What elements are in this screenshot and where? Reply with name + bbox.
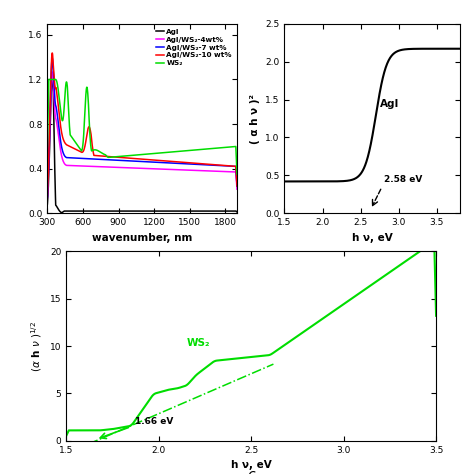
Text: WS₂: WS₂ <box>186 338 210 348</box>
WS₂ <box>155 150 161 156</box>
Line: AgI/WS₂-7 wt%: AgI/WS₂-7 wt% <box>47 58 237 197</box>
Text: 1.66 eV: 1.66 eV <box>135 417 173 426</box>
AgI <box>155 208 161 214</box>
AgI <box>208 208 214 214</box>
Line: AgI/WS₂-10 wt%: AgI/WS₂-10 wt% <box>47 53 237 195</box>
AgI/WS₂-10 wt% <box>56 112 62 118</box>
X-axis label: h ν, eV: h ν, eV <box>352 233 392 243</box>
AgI/WS₂-7 wt% <box>49 55 55 61</box>
AgI/WS₂-7 wt% <box>56 128 62 134</box>
AgI <box>189 208 194 214</box>
Y-axis label: ( α h ν )²: ( α h ν )² <box>250 93 260 144</box>
Text: 2.58 eV: 2.58 eV <box>383 175 422 184</box>
AgI <box>59 210 64 216</box>
AgI/WS₂-10 wt% <box>155 157 161 163</box>
Line: AgI/WS₂-4wt%: AgI/WS₂-4wt% <box>47 72 237 198</box>
Line: WS₂: WS₂ <box>47 80 237 174</box>
AgI <box>234 209 240 215</box>
WS₂ <box>165 149 171 155</box>
AgI/WS₂-4wt% <box>56 139 62 145</box>
Legend: AgI, AgI/WS₂-4wt%, AgI/WS₂-7 wt%, AgI/WS₂-10 wt%, WS₂: AgI, AgI/WS₂-4wt%, AgI/WS₂-7 wt%, AgI/WS… <box>154 27 233 68</box>
AgI/WS₂-7 wt% <box>155 159 161 165</box>
AgI/WS₂-4wt% <box>45 195 50 201</box>
Text: b: b <box>368 252 376 265</box>
AgI/WS₂-4wt% <box>155 166 161 172</box>
AgI/WS₂-7 wt% <box>189 161 194 167</box>
AgI/WS₂-10 wt% <box>234 183 240 189</box>
AgI/WS₂-4wt% <box>160 166 165 172</box>
AgI/WS₂-7 wt% <box>165 160 171 166</box>
WS₂ <box>160 150 165 155</box>
AgI/WS₂-10 wt% <box>165 158 171 164</box>
AgI <box>45 201 50 207</box>
AgI/WS₂-10 wt% <box>45 192 50 198</box>
X-axis label: wavenumber, nm: wavenumber, nm <box>92 233 192 243</box>
Text: c: c <box>247 468 255 474</box>
AgI/WS₂-4wt% <box>208 168 214 174</box>
AgI/WS₂-10 wt% <box>160 158 165 164</box>
WS₂ <box>208 146 214 152</box>
AgI/WS₂-7 wt% <box>234 183 240 189</box>
AgI/WS₂-10 wt% <box>208 162 214 167</box>
AgI <box>56 208 62 213</box>
WS₂ <box>189 147 194 153</box>
Line: AgI: AgI <box>47 78 237 213</box>
AgI <box>166 208 172 214</box>
AgI/WS₂-4wt% <box>234 186 240 192</box>
WS₂ <box>46 77 52 82</box>
Y-axis label: $(\alpha\ \mathbf{h}\ \nu\ )^{1/2}$: $(\alpha\ \mathbf{h}\ \nu\ )^{1/2}$ <box>30 320 45 372</box>
AgI/WS₂-7 wt% <box>208 162 214 168</box>
AgI/WS₂-4wt% <box>165 166 171 172</box>
AgI/WS₂-4wt% <box>49 69 55 75</box>
X-axis label: h ν, eV: h ν, eV <box>231 460 272 470</box>
Text: AgI: AgI <box>380 99 399 109</box>
AgI/WS₂-7 wt% <box>160 160 165 165</box>
AgI/WS₂-10 wt% <box>49 50 55 56</box>
AgI <box>49 75 55 81</box>
AgI <box>160 208 166 214</box>
WS₂ <box>234 172 240 177</box>
Text: a: a <box>138 252 146 265</box>
AgI/WS₂-4wt% <box>189 167 194 173</box>
AgI/WS₂-10 wt% <box>189 160 194 166</box>
WS₂ <box>45 144 50 149</box>
AgI/WS₂-7 wt% <box>45 194 50 200</box>
WS₂ <box>56 96 62 101</box>
